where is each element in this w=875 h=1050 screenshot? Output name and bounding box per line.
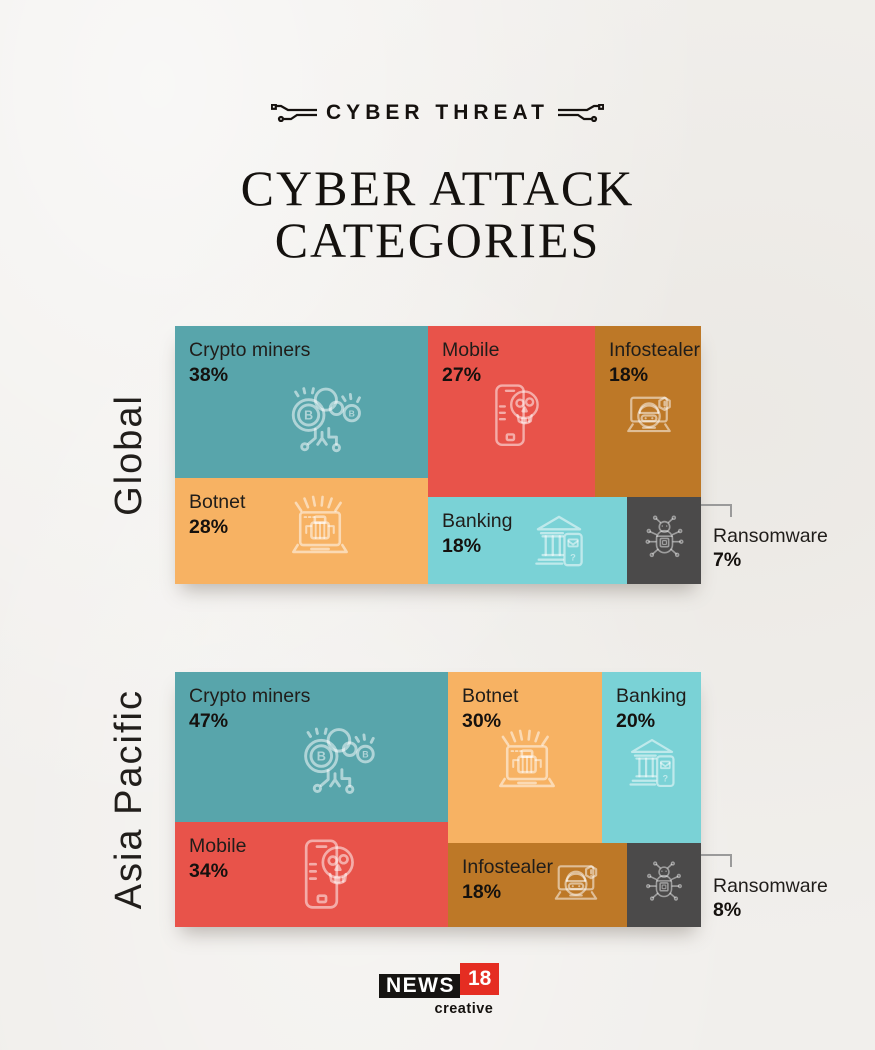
cell-label: Mobile [442, 339, 500, 361]
treemap-global: Crypto miners 38% Botnet 28% Mobile 27% … [175, 326, 701, 584]
treemap-cell-ransomware [627, 497, 701, 584]
cell-label: Crypto miners [189, 339, 311, 361]
cell-value: 30% [462, 710, 502, 732]
title-line-2: CATEGORIES [274, 212, 601, 268]
logo-creative-text: creative [434, 1001, 494, 1017]
ransomware-bug-icon [638, 858, 690, 910]
ransomware-callout-asia-pacific: Ransomware 8% [701, 854, 828, 922]
cell-value: 34% [189, 860, 229, 882]
treemap-cell-ransomware [627, 843, 701, 927]
circuit-trace-right-icon [558, 104, 604, 122]
cell-label: Banking [442, 510, 513, 532]
cell-label: Infostealer [462, 856, 554, 878]
news18-creative-logo: NEWS 18 creative [379, 963, 500, 1017]
treemap-cell-mobile: Mobile 27% [428, 326, 595, 497]
treemap-cell-botnet: Botnet 28% [175, 478, 428, 584]
cell-label: Crypto miners [189, 685, 311, 707]
cell-value: 47% [189, 710, 229, 732]
crypto-miners-icon [287, 708, 385, 806]
kicker-text: CYBER THREAT [326, 101, 549, 124]
cell-value: 18% [442, 535, 482, 557]
cell-label: Botnet [189, 491, 246, 513]
callout-line [701, 504, 732, 517]
cell-value: 27% [442, 364, 482, 386]
kicker-row: CYBER THREAT [0, 101, 875, 125]
treemap-cell-infostealer: Infostealer 18% [448, 843, 627, 927]
region-label-asia-pacific: Asia Pacific [107, 689, 150, 910]
treemap-cell-banking: Banking 18% [428, 497, 627, 584]
cell-value: 18% [462, 881, 502, 903]
callout-value: 8% [713, 899, 742, 921]
infostealer-icon [612, 380, 686, 454]
mobile-skull-icon [474, 376, 554, 456]
circuit-trace-left-icon [271, 104, 317, 122]
callout-line [701, 854, 732, 867]
cell-label: Banking [616, 685, 687, 707]
callout-label: Ransomware [713, 875, 828, 897]
treemap-cell-crypto-miners: Crypto miners 47% [175, 672, 448, 822]
mobile-skull-icon [281, 830, 371, 920]
treemap-cell-crypto-miners: Crypto miners 38% [175, 326, 428, 478]
callout-value: 7% [713, 549, 742, 571]
botnet-icon [484, 724, 570, 810]
ransomware-callout-global: Ransomware 7% [701, 504, 828, 572]
title-line-1: CYBER ATTACK [240, 160, 635, 216]
treemap-cell-mobile: Mobile 34% [175, 822, 448, 927]
cell-label: Botnet [462, 685, 519, 707]
page-title: CYBER ATTACK CATEGORIES [0, 162, 875, 266]
infostealer-icon [540, 849, 612, 921]
banking-icon [520, 502, 598, 580]
banking-icon [615, 726, 689, 800]
cell-value: 38% [189, 364, 229, 386]
region-label-global: Global [107, 394, 150, 516]
logo-18-box: 18 [460, 963, 500, 995]
cell-value: 20% [616, 710, 656, 732]
treemap-cell-botnet: Botnet 30% [448, 672, 602, 843]
cell-label: Infostealer [609, 339, 701, 361]
logo-news-box: NEWS [379, 974, 460, 998]
ransomware-bug-icon [637, 512, 692, 567]
treemap-asia-pacific: Crypto miners 47% Mobile 34% Botnet 30% … [175, 672, 701, 927]
crypto-miners-icon [275, 368, 371, 464]
cell-value: 28% [189, 516, 229, 538]
treemap-cell-banking: Banking 20% [602, 672, 701, 843]
cell-label: Mobile [189, 835, 247, 857]
treemap-cell-infostealer: Infostealer 18% [595, 326, 701, 497]
callout-label: Ransomware [713, 525, 828, 547]
cell-value: 18% [609, 364, 649, 386]
botnet-icon [277, 490, 363, 576]
